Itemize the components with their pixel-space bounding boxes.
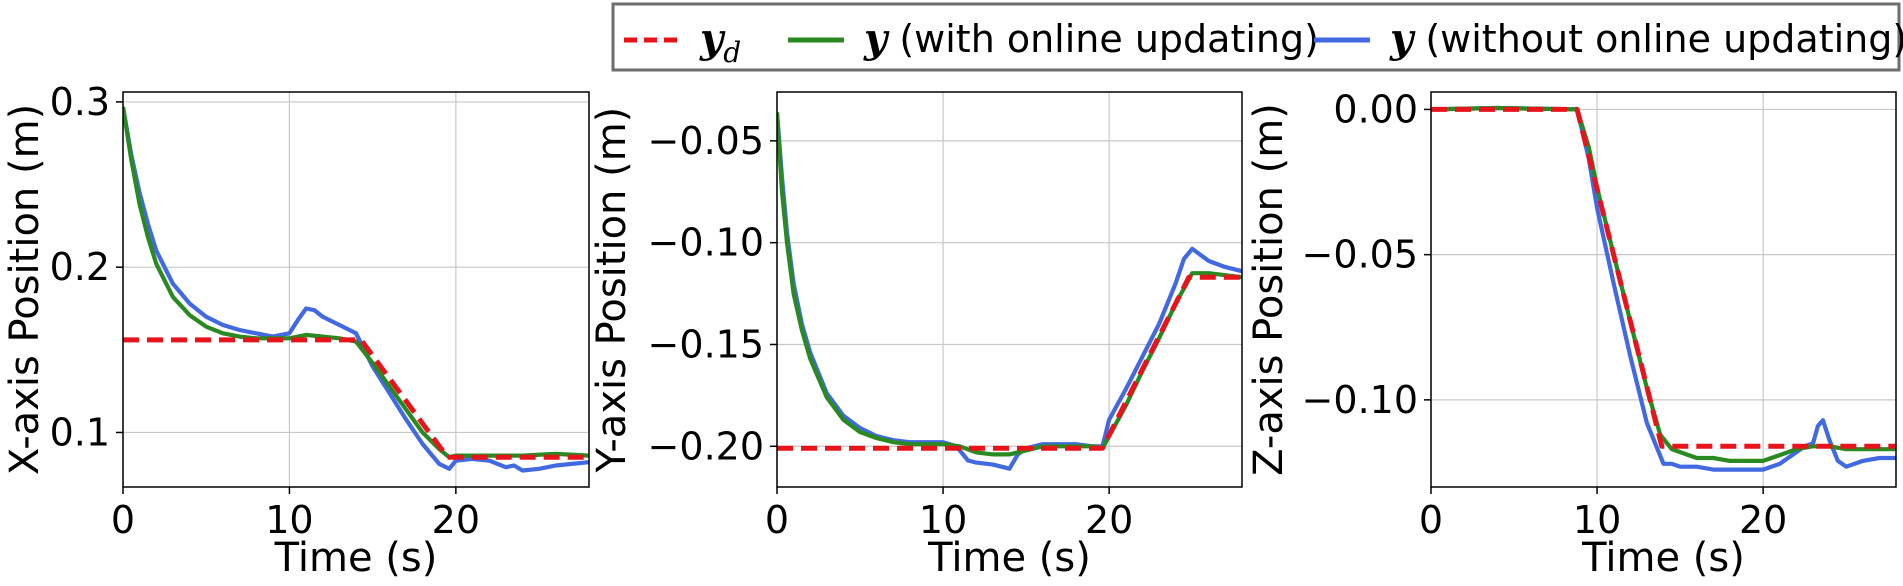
series-line-desired <box>777 274 1242 451</box>
legend-label: y (with online updating) <box>863 15 1319 62</box>
x-tick-label: 10 <box>265 498 313 542</box>
legend-label: y (without online updating) <box>1389 15 1903 62</box>
legend-entry: y (without online updating) <box>1314 15 1903 62</box>
x-tick-label: 10 <box>1573 498 1621 542</box>
x-axis-label: Time (s) <box>1581 535 1745 581</box>
x-tick-label: 20 <box>1085 498 1133 542</box>
y-tick-label: 0.1 <box>50 410 110 454</box>
legend-entry: yd <box>624 15 741 69</box>
plot-frame <box>122 91 590 488</box>
y-tick-label: −0.05 <box>648 119 764 163</box>
x-tick-label: 0 <box>765 498 789 542</box>
x-axis-label: Time (s) <box>927 535 1091 581</box>
chart-panel-1: 0 10 20 0.1 0.2 0.3 Time (s) X-axis Position (m… <box>2 80 590 581</box>
series-line-with <box>123 106 589 460</box>
y-axis-label: X-axis Position (m) <box>2 104 48 475</box>
legend: yd y (with online updating) y (without onl… <box>611 2 1903 72</box>
y-tick-label: 0.00 <box>1333 87 1418 131</box>
plot-frame <box>776 91 1243 488</box>
series-line-desired <box>1431 106 1896 449</box>
chart-panels: 0 10 20 0.1 0.2 0.3 Time (s) X-axis Position (m… <box>2 80 1897 581</box>
y-tick-label: −0.10 <box>648 221 764 265</box>
x-tick-label: 20 <box>1739 498 1787 542</box>
y-tick-label: −0.15 <box>648 322 764 366</box>
legend-label: yd <box>699 15 741 69</box>
y-axis-label: Z-axis Position (m) <box>1246 103 1292 476</box>
y-tick-label: −0.05 <box>1302 233 1418 277</box>
x-tick-label: 10 <box>919 498 967 542</box>
series-line-desired <box>123 337 589 460</box>
series-line-without <box>123 106 589 473</box>
y-tick-label: 0.3 <box>50 80 110 124</box>
x-axis-label: Time (s) <box>274 535 438 581</box>
legend-entry: y (with online updating) <box>788 15 1319 62</box>
plot-frame <box>1430 91 1897 488</box>
y-axis-label: Y-axis Position (m) <box>589 107 635 474</box>
legend-box <box>611 2 1901 72</box>
x-tick-label: 20 <box>432 498 480 542</box>
y-tick-label: 0.2 <box>50 245 110 289</box>
x-tick-label: 0 <box>1419 498 1443 542</box>
series-line-without <box>777 112 1242 471</box>
y-tick-label: −0.20 <box>648 424 764 468</box>
x-tick-label: 0 <box>111 498 135 542</box>
chart-panel-3: 0 10 20 0.00 −0.05 −0.10 Time (s) Z-axis Positi… <box>1246 87 1897 581</box>
series-line-with <box>1431 105 1896 463</box>
series-line-without <box>1431 105 1896 472</box>
series-line-with <box>777 112 1242 457</box>
y-tick-label: −0.10 <box>1302 378 1418 422</box>
chart-panel-2: 0 10 20 −0.05 −0.10 −0.15 −0.20 Time (s) Y-axis … <box>589 91 1243 581</box>
